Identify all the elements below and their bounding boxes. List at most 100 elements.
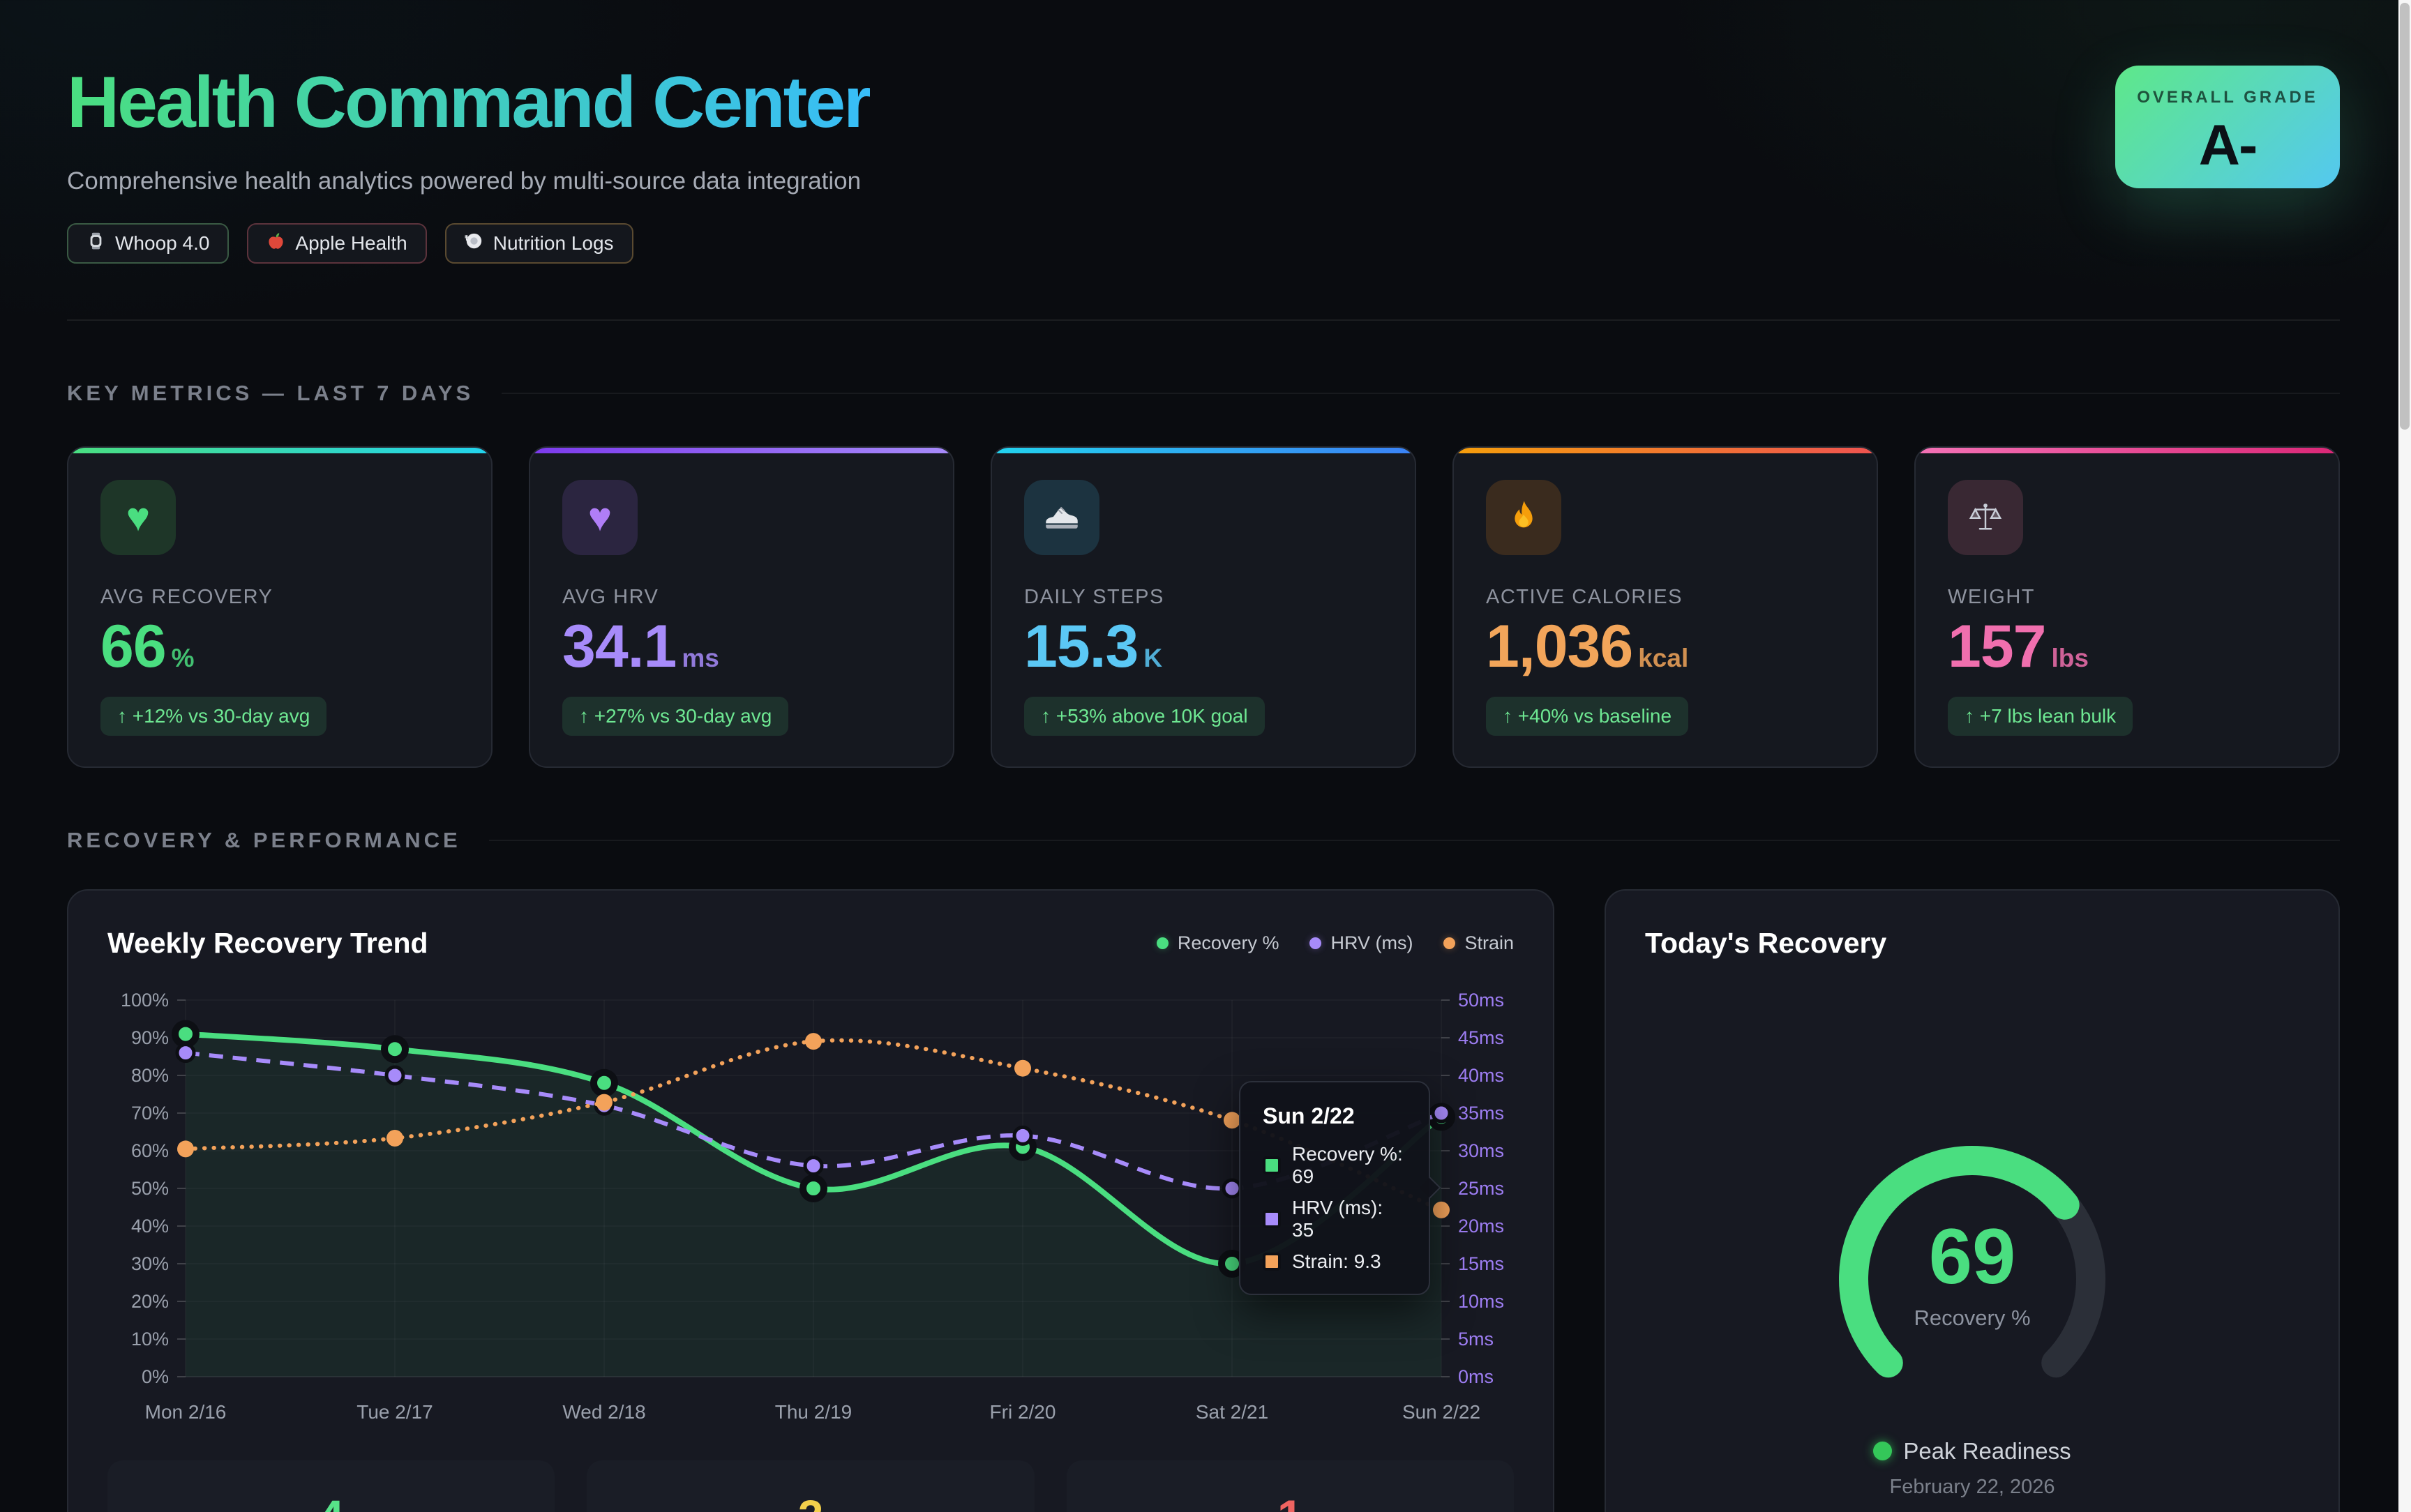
section-rule xyxy=(502,393,2340,395)
svg-text:Sun 2/22: Sun 2/22 xyxy=(1402,1401,1480,1423)
metric-value: 66 xyxy=(100,613,167,681)
metric-unit: K xyxy=(1143,643,1163,672)
metric-label: ACTIVE CALORIES xyxy=(1486,586,1683,609)
metric-unit: % xyxy=(171,643,195,672)
summary-value: 1 xyxy=(1067,1490,1514,1512)
todays-recovery-card: Today's Recovery 69 Recovery % Peak Read… xyxy=(1605,889,2340,1512)
svg-text:Thu 2/19: Thu 2/19 xyxy=(775,1401,853,1423)
section-title: KEY METRICS — LAST 7 DAYS xyxy=(67,381,474,406)
metric-unit: kcal xyxy=(1638,643,1689,672)
data-source-badges: Whoop 4.0 Apple Health Nutrition Logs xyxy=(67,223,870,264)
trend-line-chart[interactable]: 0% 10% 20% 30% 40% 50% 60% 70% 80% 90% 100% 0ms 5ms 1… xyxy=(107,983,1514,1435)
svg-text:Mon 2/16: Mon 2/16 xyxy=(145,1401,227,1423)
legend-item-strain[interactable]: Strain xyxy=(1443,932,1514,954)
svg-text:30ms: 30ms xyxy=(1458,1140,1504,1161)
gauge-value: 69 xyxy=(1928,1213,2016,1301)
svg-text:40ms: 40ms xyxy=(1458,1065,1504,1086)
chart-legend: Recovery % HRV (ms) Strain xyxy=(1156,932,1514,954)
svg-text:0%: 0% xyxy=(142,1366,169,1387)
summary-value: 4 xyxy=(107,1490,555,1512)
card-accent-bar xyxy=(992,448,1415,454)
card-accent-bar xyxy=(1916,448,2338,454)
section-rule xyxy=(488,839,2340,841)
metric-value-row: 34.1 ms xyxy=(562,617,921,676)
section-title: RECOVERY & PERFORMANCE xyxy=(67,827,461,852)
scale-icon xyxy=(1948,480,2023,556)
tooltip-value: HRV (ms): 35 xyxy=(1292,1196,1383,1241)
svg-text:70%: 70% xyxy=(131,1103,169,1124)
card-accent-bar xyxy=(530,448,953,454)
metric-value-row: 15.3 K xyxy=(1024,613,1383,681)
source-badge-apple-health[interactable]: Apple Health xyxy=(247,223,427,264)
gauge-value-label: Recovery % xyxy=(1914,1306,2031,1331)
svg-text:20%: 20% xyxy=(131,1291,169,1312)
chart-title: Weekly Recovery Trend xyxy=(107,926,428,959)
legend-item-hrv[interactable]: HRV (ms) xyxy=(1309,932,1413,954)
svg-text:35ms: 35ms xyxy=(1458,1103,1504,1124)
legend-label: Strain xyxy=(1464,932,1514,953)
svg-text:Wed 2/18: Wed 2/18 xyxy=(562,1401,645,1423)
svg-text:80%: 80% xyxy=(131,1065,169,1086)
svg-text:45ms: 45ms xyxy=(1458,1027,1504,1048)
svg-text:50%: 50% xyxy=(131,1178,169,1199)
watch-icon xyxy=(87,232,105,255)
delta-badge: ↑ +12% vs 30-day avg xyxy=(100,696,327,736)
legend-dot-hrv xyxy=(1309,937,1322,949)
source-badge-nutrition-logs[interactable]: Nutrition Logs xyxy=(444,223,633,264)
tooltip-row: Recovery %: 69 xyxy=(1263,1143,1406,1188)
svg-text:50ms: 50ms xyxy=(1458,990,1504,1011)
delta-badge: ↑ +27% vs 30-day avg xyxy=(562,696,789,736)
grade-label: OVERALL GRADE xyxy=(2137,88,2318,107)
tooltip-swatch-hrv xyxy=(1263,1209,1281,1228)
flame-icon xyxy=(1486,480,1561,556)
source-badge-label: Nutrition Logs xyxy=(493,232,614,255)
svg-text:100%: 100% xyxy=(121,990,169,1011)
metric-value: 1,036 xyxy=(1486,613,1633,681)
green-heart-icon: ♥ xyxy=(100,480,176,556)
recovery-gauge: 69 Recovery % xyxy=(1819,1140,2126,1432)
today-date: February 22, 2026 xyxy=(1889,1475,2055,1498)
card-accent-bar xyxy=(68,448,491,454)
metric-value: 15.3 xyxy=(1024,613,1139,681)
metric-label: AVG RECOVERY xyxy=(100,586,273,609)
legend-dot-recovery xyxy=(1156,937,1169,949)
svg-text:Sat 2/21: Sat 2/21 xyxy=(1196,1401,1268,1423)
metric-value-row: 1,036 kcal xyxy=(1486,613,1845,681)
metric-card-avg-recovery: ♥ AVG RECOVERY 66 % ↑ +12% vs 30-day avg xyxy=(67,446,493,768)
recovery-performance-section-header: RECOVERY & PERFORMANCE xyxy=(67,828,2340,853)
key-metrics-section-header: KEY METRICS — LAST 7 DAYS xyxy=(67,381,2340,406)
metric-cards-row: ♥ AVG RECOVERY 66 % ↑ +12% vs 30-day avg… xyxy=(67,446,2340,768)
svg-text:20ms: 20ms xyxy=(1458,1216,1504,1237)
chart-tooltip: Sun 2/22 Recovery %: 69 HRV (ms): 35 Str… xyxy=(1239,1080,1441,1295)
metric-unit: lbs xyxy=(2051,643,2089,672)
metric-card-active-calories: ACTIVE CALORIES 1,036 kcal ↑ +40% vs bas… xyxy=(1452,446,1878,768)
metric-card-weight: WEIGHT 157 lbs ↑ +7 lbs lean bulk xyxy=(1914,446,2340,768)
source-badge-label: Apple Health xyxy=(295,232,407,255)
svg-text:0ms: 0ms xyxy=(1458,1366,1494,1387)
overall-grade-badge: OVERALL GRADE A- xyxy=(2115,66,2340,188)
metric-unit: ms xyxy=(682,643,719,672)
source-badge-whoop[interactable]: Whoop 4.0 xyxy=(67,223,230,264)
source-badge-label: Whoop 4.0 xyxy=(115,232,210,255)
svg-text:Fri 2/20: Fri 2/20 xyxy=(990,1401,1056,1423)
scrollbar xyxy=(2398,0,2411,1512)
readiness-status: Peak Readiness xyxy=(1645,1438,2299,1465)
svg-text:30%: 30% xyxy=(131,1253,169,1274)
svg-text:25ms: 25ms xyxy=(1458,1178,1504,1199)
scrollbar-thumb[interactable] xyxy=(2400,3,2410,430)
chart-header: Weekly Recovery Trend Recovery % HRV (ms… xyxy=(107,927,1514,960)
today-card-title: Today's Recovery xyxy=(1645,926,1887,959)
header-left: Health Command Center Comprehensive heal… xyxy=(67,52,872,264)
legend-label: HRV (ms) xyxy=(1330,932,1413,953)
header: Health Command Center Comprehensive heal… xyxy=(67,52,2340,264)
day-summary-row: 4 GREEN DAYS (67%+) 2 YELLOW DAYS (34-66… xyxy=(107,1460,1514,1512)
purple-heart-icon: ♥ xyxy=(562,480,638,556)
weekly-recovery-trend-card: Weekly Recovery Trend Recovery % HRV (ms… xyxy=(67,889,1554,1512)
legend-item-recovery[interactable]: Recovery % xyxy=(1156,932,1279,954)
chart-plot-area[interactable]: 0% 10% 20% 30% 40% 50% 60% 70% 80% 90% 100% 0ms 5ms 1… xyxy=(107,983,1514,1435)
svg-text:10ms: 10ms xyxy=(1458,1291,1504,1312)
summary-value: 2 xyxy=(587,1490,1034,1512)
status-dot-icon xyxy=(1873,1442,1893,1461)
metric-card-avg-hrv: ♥ AVG HRV 34.1 ms ↑ +27% vs 30-day avg xyxy=(529,446,954,768)
